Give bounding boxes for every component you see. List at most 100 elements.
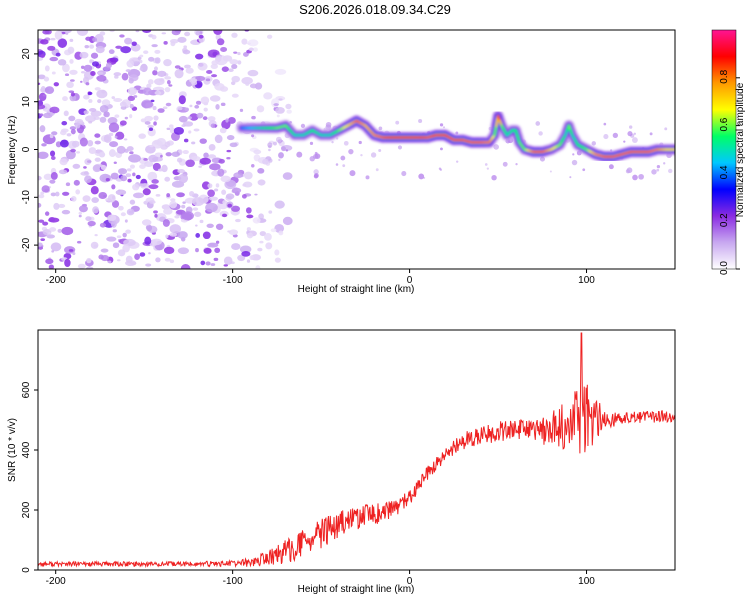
- spectrogram-noise-cell: [125, 230, 131, 234]
- spectrogram-noise-cell: [108, 194, 116, 202]
- spectrogram-noise-cell: [50, 150, 55, 156]
- spectrogram-noise-cell: [89, 108, 96, 112]
- spectrogram-noise-cell: [283, 172, 293, 180]
- spectrogram-noise-cell: [275, 257, 281, 262]
- spectrogram-noise-cell: [198, 166, 202, 168]
- spectrogram-noise-cell: [175, 69, 184, 78]
- spectrogram-noise-cell: [62, 96, 68, 101]
- colorbar: 0.00.20.40.60.8 Normalized spectral ampl…: [712, 30, 746, 275]
- spectrogram-noise-cell: [194, 212, 201, 217]
- spectrogram-noise-cell: [211, 263, 216, 266]
- spectrogram-noise-cell: [132, 173, 135, 177]
- spectrogram-noise-cell: [142, 28, 151, 33]
- spectrogram-noise-cell: [128, 87, 137, 95]
- spectrogram-noise-cell: [179, 95, 186, 104]
- spectrogram-noise-cell: [349, 170, 355, 176]
- spectrogram-noise-cell: [45, 86, 54, 94]
- spectrogram-noise-cell: [69, 59, 73, 64]
- spectrogram-noise-cell: [262, 159, 269, 165]
- spectrogram-noise-cell: [39, 113, 43, 116]
- spectrogram-y-axis-label: Frequency (Hz): [7, 116, 18, 185]
- spectrogram-noise-cell: [106, 62, 112, 68]
- spectrogram-noise-cell: [231, 243, 240, 250]
- spectrogram-noise-cell: [166, 103, 172, 107]
- spectrogram-noise-cell: [314, 174, 318, 178]
- spectrogram-noise-cell: [109, 49, 115, 54]
- spectrogram-noise-cell: [170, 41, 175, 46]
- spectrogram-noise-cell: [50, 134, 54, 138]
- spectrogram-noise-cell: [249, 255, 253, 260]
- spectrogram-noise-cell: [148, 57, 154, 62]
- spectrogram-noise-cell: [267, 142, 272, 147]
- spectrogram-noise-cell: [55, 192, 59, 197]
- spectrogram-noise-cell: [222, 214, 227, 218]
- spectrogram-noise-cell: [285, 104, 291, 109]
- spectrogram-noise-cell: [193, 207, 198, 210]
- spectrogram-noise-cell: [165, 258, 171, 262]
- spectrogram-noise-cell: [286, 109, 291, 113]
- spectrogram-noise-cell: [251, 116, 256, 120]
- spectrogram-x-axis-label: Height of straight line (km): [298, 284, 415, 295]
- spectrogram-noise-cell: [277, 114, 280, 117]
- spectrogram-noise-cell: [143, 158, 148, 161]
- spectrogram-noise-cell: [70, 79, 75, 82]
- spectrogram-noise-cell: [221, 190, 226, 195]
- spectrogram-noise-cell: [191, 141, 195, 144]
- spectrogram-noise-cell: [213, 26, 222, 35]
- spectrogram-noise-cell: [185, 160, 195, 168]
- spectrogram-noise-cell: [62, 192, 69, 196]
- spectrogram-noise-cell: [68, 47, 75, 54]
- spectrogram-noise-cell: [218, 159, 225, 164]
- spectrogram-noise-cell: [127, 146, 134, 151]
- spectrogram-noise-cell: [113, 229, 117, 232]
- spectrogram-noise-cell: [250, 84, 257, 89]
- spectrogram-noise-cell: [117, 235, 122, 238]
- y-tick-label: 20: [21, 48, 32, 60]
- spectrogram-noise-cell: [572, 160, 577, 165]
- spectrogram-noise-cell: [189, 191, 194, 197]
- spectrogram-noise-cell: [143, 50, 148, 54]
- spectrogram-noise-cell: [130, 165, 135, 169]
- spectrogram-noise-cell: [121, 212, 126, 216]
- spectrogram-noise-cell: [163, 106, 168, 109]
- spectrogram-noise-cell: [258, 179, 266, 185]
- spectrogram-noise-cell: [632, 175, 638, 181]
- spectrogram-noise-cell: [200, 158, 211, 165]
- spectrogram-noise-cell: [164, 76, 171, 80]
- x-tick-label: 100: [578, 275, 595, 286]
- spectrogram-noise-cell: [217, 38, 225, 45]
- spectrogram-noise-cell: [70, 149, 76, 152]
- colorbar-tick-label: 0.8: [719, 69, 730, 83]
- x-tick-label: 100: [578, 576, 595, 587]
- spectrogram-noise-cell: [148, 252, 151, 254]
- spectrogram-noise-cell: [263, 92, 272, 99]
- spectrogram-noise-cell: [166, 193, 170, 197]
- spectrogram-noise-cell: [49, 57, 58, 61]
- spectrogram-noise-cell: [91, 197, 99, 203]
- spectrogram-noise-cell: [177, 107, 182, 110]
- spectrogram-noise-cell: [379, 126, 383, 130]
- spectrogram-noise-cell: [215, 104, 219, 110]
- spectrogram-noise-cell: [165, 141, 171, 147]
- y-tick-label: -10: [21, 190, 32, 205]
- colorbar-tick-label: 0.4: [719, 165, 730, 179]
- spectrogram-noise-cell: [232, 188, 241, 194]
- spectrogram-noise-cell: [101, 249, 109, 253]
- spectrogram-noise-cell: [241, 251, 250, 257]
- spectrogram-noise-cell: [664, 127, 667, 130]
- spectrogram-noise-cell: [211, 74, 217, 77]
- colorbar-gradient: [712, 30, 736, 269]
- spectrogram-noise-cell: [95, 141, 101, 145]
- spectrogram-noise-cell: [456, 161, 458, 163]
- spectrogram-noise-cell: [54, 82, 59, 86]
- spectrogram-noise-cell: [40, 238, 45, 241]
- spectrogram-noise-cell: [109, 141, 118, 147]
- spectrogram-noise-cell: [50, 38, 55, 41]
- spectrogram-noise-cell: [211, 60, 218, 65]
- spectrogram-noise-cell: [79, 205, 88, 212]
- spectrogram-noise-cell: [257, 248, 262, 252]
- spectrogram-noise-cell: [440, 147, 443, 150]
- spectrogram-noise-cell: [115, 46, 122, 49]
- spectrogram-noise-cell: [167, 128, 171, 130]
